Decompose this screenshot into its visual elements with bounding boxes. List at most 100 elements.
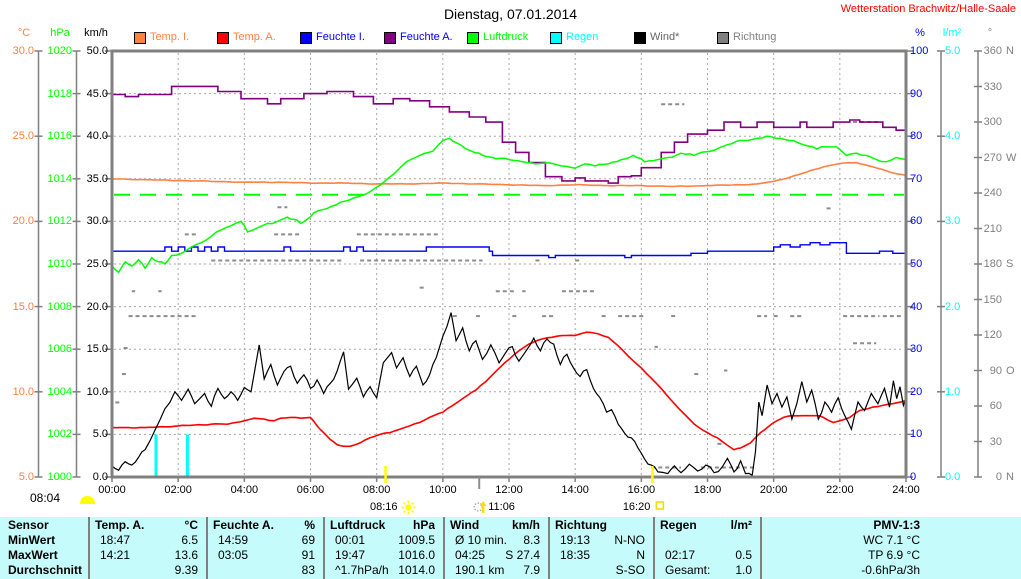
axis-deg-label: 270 (983, 151, 1002, 164)
axis-kmh-label: 35.0 (86, 172, 108, 185)
table-cell-value: 8.3 (523, 533, 540, 547)
table-cell-value: S 27.4 (505, 548, 540, 562)
table-cell-value: 1009.5 (398, 533, 435, 547)
axis-hpa-label: 1008 (47, 300, 72, 313)
table-row-header: MaxWert (8, 548, 58, 562)
legend-item-regen: Regen (550, 31, 630, 44)
table-cell-value: 0.5 (735, 548, 752, 562)
moonrise-time: 11:06 (488, 501, 515, 513)
table-cell-time: 03:05 (218, 548, 249, 562)
axis-temp-label: 10.0 (12, 385, 34, 398)
axis-lm2-label: 0.0 (945, 471, 961, 483)
sunset-time: 16:20 (622, 501, 651, 513)
axis-deg-label: 60 (989, 400, 1002, 412)
legend-swatch-icon (550, 32, 562, 44)
page-title: Dienstag, 07.01.2014 (443, 6, 578, 22)
table-col-header-unit: % (304, 518, 315, 532)
legend-label: Temp. I. (150, 31, 190, 43)
axis-header-hpa: hPa (50, 27, 70, 39)
axis-lm2-label: 4.0 (945, 130, 961, 143)
axis-deg-label: 360 (983, 45, 1002, 57)
legend-swatch-icon (384, 32, 396, 44)
axis-temp-label: 15.0 (12, 300, 34, 313)
table-cell-time: 14:21 (100, 548, 131, 562)
legend-swatch-icon (634, 32, 646, 44)
x-axis-label: 18:00 (693, 484, 722, 496)
axis-kmh-label: 45.0 (86, 87, 108, 100)
series-feuchte-a- (112, 85, 907, 184)
legend-label: Regen (566, 31, 599, 43)
axis-hpa-label: 1018 (47, 87, 72, 100)
axis-header-kmh: km/h (84, 27, 108, 39)
axis-hpa-label: 1010 (47, 258, 72, 270)
axis-hpa-label: 1006 (47, 343, 72, 356)
axis-deg-label: 0 (995, 471, 1002, 483)
station-name: Wetterstation Brachwitz/Halle-Saale (840, 3, 1016, 15)
table-col-header-unit: PMV-1:3 (873, 518, 920, 532)
table-cell-time: 18:35 (560, 548, 591, 562)
table-cell-value: TP 6.9 °C (868, 548, 920, 562)
axis-kmh-label: 5.0 (92, 428, 108, 441)
x-axis-label: 04:00 (230, 484, 259, 496)
axis-lm2-label: 2.0 (945, 300, 961, 313)
table-col-header-left: Richtung (555, 518, 607, 532)
sunset-axis-mark (651, 466, 654, 483)
x-axis-label: 00:00 (98, 484, 126, 496)
legend-item-richtung: Richtung (717, 31, 797, 44)
table-cell-time: 04:25 (455, 548, 486, 562)
table-cell-time: 19:47 (335, 548, 366, 562)
legend-swatch-icon (717, 32, 729, 44)
table-col-header-unit (548, 518, 645, 533)
legend-label: Luftdruck (483, 31, 529, 43)
summary-table: Sensor MinWert MaxWert Durchschnitt Temp. A.… (0, 517, 1021, 579)
axis-lm2-label: 5.0 (945, 45, 961, 57)
legend-label: Temp. A. (233, 31, 276, 43)
sun-icon (401, 500, 416, 515)
table-cell-value (653, 533, 752, 548)
legend-label: Feuchte A. (400, 31, 453, 43)
table-cell-value: N (636, 548, 645, 562)
table-cell-value: 9.39 (174, 563, 198, 577)
table-col-header-left: Feuchte A. (213, 518, 274, 532)
axis-header-lm2: l/m² (942, 27, 962, 39)
table-cell-time: 02:17 (665, 548, 696, 562)
sunset-icon (655, 501, 665, 510)
axis-header-temp: °C (17, 27, 31, 39)
x-axis-label: 14:00 (561, 484, 589, 496)
rain-bar (154, 434, 158, 477)
table-cell-value: 6.5 (181, 533, 198, 547)
axis-deg-label: 300 (983, 116, 1002, 128)
x-axis-label: 22:00 (826, 484, 854, 496)
axis-lm2-label: 3.0 (945, 215, 961, 228)
table-cell-value: N-NO (614, 533, 645, 547)
table-cell-value: 83 (301, 563, 315, 577)
x-axis-label: 12:00 (495, 484, 523, 496)
table-row-header: Sensor (8, 518, 49, 532)
x-axis-label: 02:00 (164, 484, 192, 496)
axis-kmh-label: 40.0 (86, 130, 108, 143)
legend-swatch-icon (467, 32, 479, 44)
legend-swatch-icon (300, 32, 312, 44)
series-temp-a- (111, 331, 907, 451)
table-column-separator (88, 517, 90, 579)
axis-pct-label: 80 (910, 130, 923, 143)
table-column-separator (548, 517, 550, 579)
axis-hpa-label: 1012 (47, 215, 72, 228)
axis-kmh-label: 30.0 (86, 215, 108, 228)
table-column-separator (443, 517, 445, 579)
table-cell-time: 19:13 (560, 533, 591, 547)
axis-pct-label: 0 (910, 471, 917, 483)
legend-label: Feuchte I. (316, 31, 365, 43)
axis-deg-compass: S (1006, 258, 1014, 270)
axis-pct-label: 90 (910, 87, 923, 100)
axis-temp-label: 20.0 (12, 215, 34, 228)
moonrise-icon (473, 501, 487, 513)
table-col-header-left: Wind (450, 518, 480, 532)
axis-kmh-label: 15.0 (86, 343, 108, 356)
axis-pct-label: 50 (910, 258, 923, 270)
axis-kmh-label: 20.0 (86, 300, 108, 313)
axis-temp-label: 30.0 (12, 45, 34, 57)
legend-item-wind-: Wind* (634, 31, 714, 44)
axis-pct-label: 60 (910, 215, 923, 228)
